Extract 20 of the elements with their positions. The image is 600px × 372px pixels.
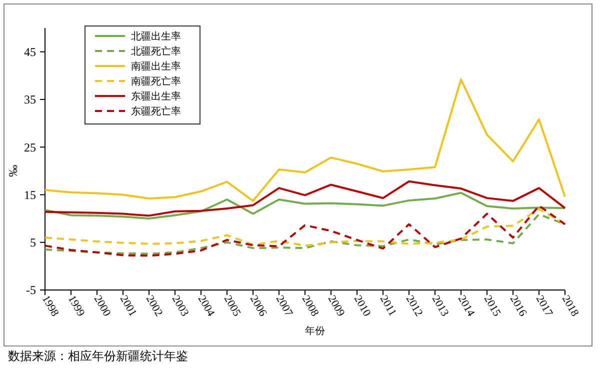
line-series [44, 192, 566, 220]
y-tick-label: 45 [24, 45, 36, 60]
source-note: 数据来源：相应年份新疆统计年鉴 [8, 349, 188, 363]
y-tick-label: 35 [24, 92, 36, 107]
y-tick-label: 25 [24, 140, 36, 154]
y-axis-title: ‰ [6, 164, 20, 177]
line-series [44, 78, 566, 202]
x-axis-title: 年份 [305, 325, 325, 337]
line-series [44, 180, 566, 217]
y-tick-label: 5 [30, 236, 36, 250]
line-series [44, 204, 566, 257]
legend-label: 东疆出生率 [131, 90, 181, 102]
line-series [44, 208, 566, 247]
legend-label: 北疆死亡率 [131, 46, 181, 58]
legend-label: 南疆出生率 [131, 60, 181, 72]
y-tick-label: -5 [26, 283, 36, 298]
legend-label: 南疆死亡率 [131, 76, 181, 88]
legend-label: 北疆出生率 [131, 30, 181, 42]
legend-label: 东疆死亡率 [131, 106, 181, 118]
y-tick-label: 15 [24, 188, 36, 202]
